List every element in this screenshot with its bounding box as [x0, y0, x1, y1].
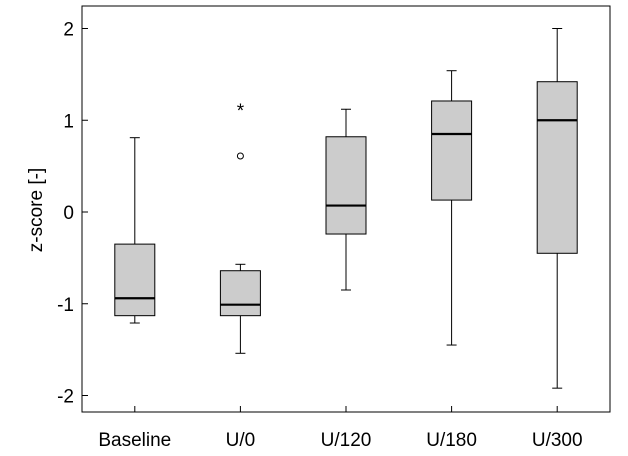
y-tick-label: 0	[63, 203, 74, 224]
box-4	[536, 28, 578, 389]
x-axis: Baseline U/0 U/120 U/180 U/300	[98, 406, 583, 451]
x-tick-label: U/120	[321, 430, 372, 451]
x-tick-label: U/300	[532, 430, 583, 451]
box-body	[536, 81, 578, 254]
box-body	[219, 270, 261, 317]
extreme-point: *	[237, 101, 245, 122]
x-tick-label: U/0	[226, 430, 256, 451]
y-tick-label: -2	[57, 387, 74, 408]
y-tick-label: 2	[63, 20, 74, 41]
box-1: *	[219, 101, 261, 354]
box-0	[114, 137, 156, 324]
box-3	[431, 70, 473, 346]
y-tick-label: 1	[63, 111, 74, 132]
boxes-group: *	[114, 28, 578, 389]
y-tick-label: -1	[57, 295, 74, 316]
x-tick-label: Baseline	[98, 430, 171, 451]
outlier-point	[236, 152, 244, 160]
box-2	[325, 108, 367, 291]
y-axis-title: z-score [-]	[26, 168, 47, 252]
box-body	[431, 100, 473, 201]
x-tick-label: U/180	[426, 430, 477, 451]
y-axis: 2 1 0 -1 -2	[57, 20, 88, 408]
box-body	[114, 243, 156, 317]
box-body	[325, 136, 367, 235]
